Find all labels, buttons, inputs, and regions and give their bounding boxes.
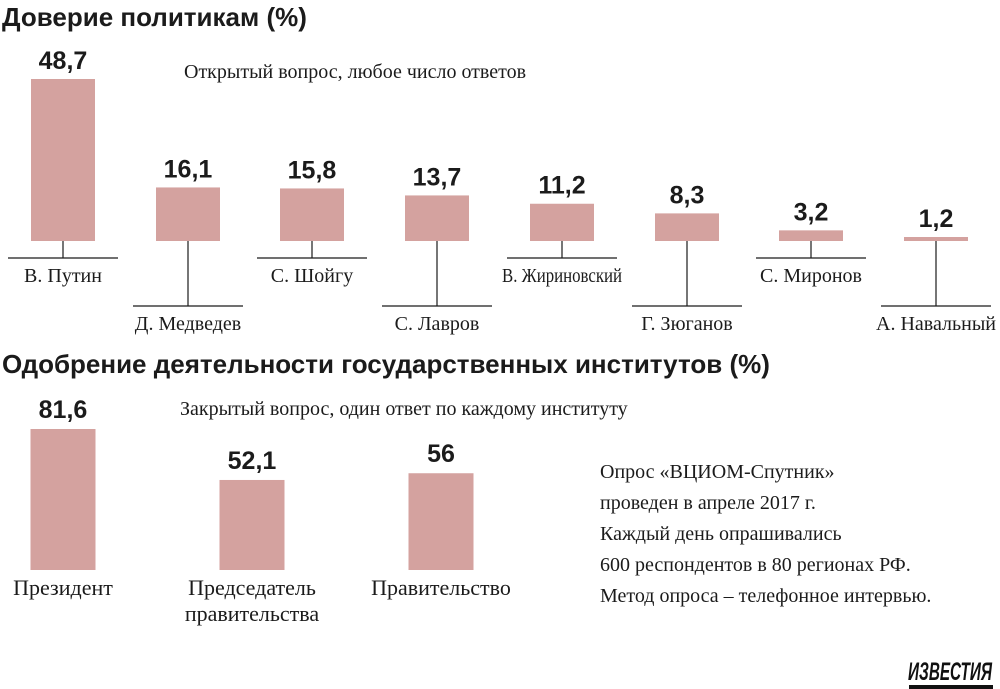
note-line: Каждый день опрашивались — [600, 523, 842, 545]
chart2-title: Одобрение деятельности государственных и… — [2, 349, 770, 379]
category-label-trust: С. Лавров — [395, 313, 480, 335]
bar-trust — [405, 195, 469, 241]
bar-trust — [31, 79, 95, 241]
chart1-title: Доверие политикам (%) — [2, 2, 307, 32]
bar-trust — [904, 237, 968, 241]
note-line: Метод опроса – телефонное интервью. — [600, 585, 932, 607]
category-label-trust: Г. Зюганов — [641, 313, 733, 335]
bar-trust — [280, 188, 344, 241]
bar-approval — [30, 429, 96, 570]
bar-trust — [779, 230, 843, 241]
value-label-approval: 56 — [427, 440, 455, 468]
chart1-subtitle: Открытый вопрос, любое число ответов — [184, 61, 527, 83]
value-label-trust: 13,7 — [413, 163, 462, 191]
category-label-approval: Президент — [13, 575, 113, 600]
chart2-subtitle: Закрытый вопрос, один ответ по каждому и… — [180, 398, 628, 420]
note-line: 600 респондентов в 80 регионах РФ. — [600, 554, 911, 576]
category-label-trust: В. Жириновский — [502, 265, 622, 287]
category-label-trust: С. Шойгу — [271, 265, 353, 287]
survey-note: Опрос «ВЦИОМ-Спутник» проведен в апреле … — [600, 457, 931, 612]
value-label-trust: 8,3 — [670, 181, 705, 209]
value-label-trust: 3,2 — [794, 198, 829, 226]
bar-approval — [408, 473, 474, 570]
note-line: Опрос «ВЦИОМ-Спутник» — [600, 461, 835, 483]
category-label-approval: Председатель — [188, 575, 316, 600]
value-label-trust: 16,1 — [164, 155, 213, 183]
category-label-approval: правительства — [185, 601, 320, 626]
logo-text: ИЗВЕСТИЯ — [908, 658, 992, 686]
value-label-approval: 52,1 — [228, 447, 277, 475]
category-label-trust: С. Миронов — [760, 265, 862, 287]
category-label-approval: Правительство — [371, 575, 511, 600]
value-label-trust: 1,2 — [919, 205, 954, 233]
category-label-trust: Д. Медведев — [135, 313, 241, 335]
value-label-approval: 81,6 — [39, 396, 88, 424]
izvestia-logo: ИЗВЕСТИЯ — [908, 650, 994, 689]
note-line: проведен в апреле 2017 г. — [600, 492, 816, 514]
value-label-trust: 15,8 — [288, 156, 337, 184]
bar-trust — [655, 213, 719, 241]
bar-trust — [156, 187, 220, 241]
value-label-trust: 48,7 — [39, 47, 88, 75]
bar-trust — [530, 203, 594, 241]
bar-approval — [219, 479, 285, 570]
value-label-trust: 11,2 — [538, 172, 585, 200]
category-label-trust: В. Путин — [24, 265, 102, 287]
category-label-trust: А. Навальный — [876, 313, 996, 335]
